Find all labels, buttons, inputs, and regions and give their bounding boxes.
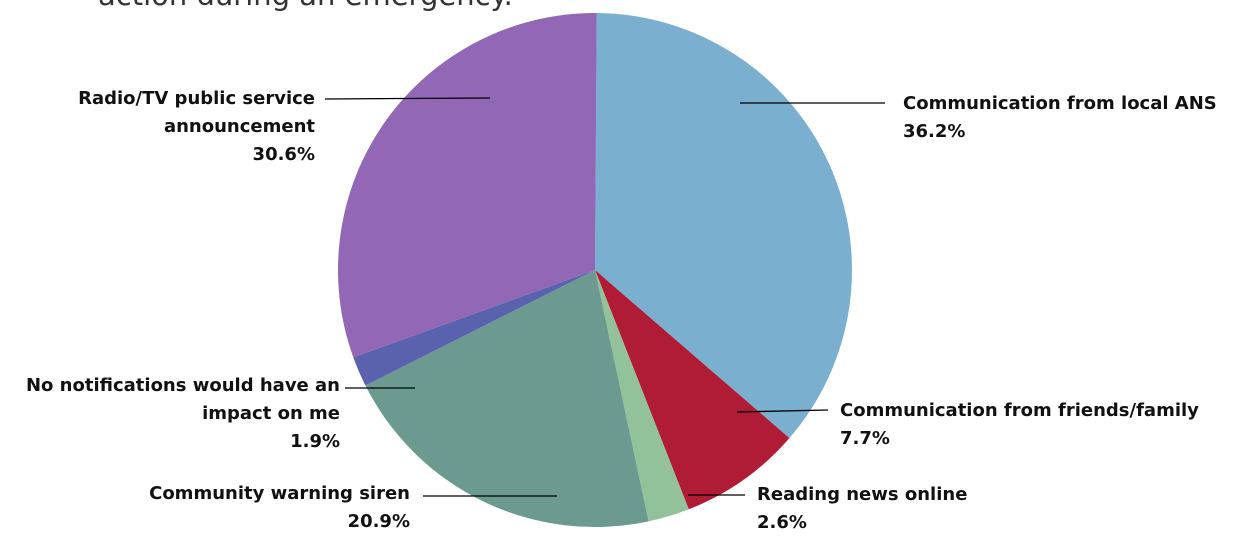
slice-label: Community warning siren 20.9%: [90, 480, 410, 536]
category-label: Communication from friends/family: [840, 400, 1199, 421]
leader-line: [324, 97, 491, 100]
value-label: 7.7%: [840, 428, 890, 449]
pie-slice: [595, 270, 689, 522]
pie-slice: [365, 270, 649, 527]
pie-slice: [595, 13, 852, 439]
value-label: 36.2%: [903, 121, 966, 142]
leader-line: [736, 409, 829, 413]
value-label: 2.6%: [757, 512, 807, 533]
slice-label: Radio/TV public service announcement 30.6…: [25, 85, 315, 169]
category-label: Community warning siren: [149, 483, 410, 504]
category-label: No notifications would have an impact on…: [25, 375, 340, 424]
value-label: 20.9%: [347, 511, 410, 532]
pie-slice: [338, 13, 597, 358]
slice-label: No notifications would have an impact on…: [15, 372, 340, 456]
slice-label: Communication from local ANS 36.2%: [903, 90, 1260, 146]
value-label: 1.9%: [290, 431, 340, 452]
category-label: Communication from local ANS: [903, 93, 1217, 114]
value-label: 30.6%: [252, 144, 315, 165]
category-label: Reading news online: [757, 484, 968, 505]
chart-title: action during an emergency.: [98, 0, 513, 12]
slice-label: Communication from friends/family 7.7%: [840, 397, 1260, 453]
category-label: Radio/TV public service announcement: [78, 88, 315, 137]
pie-slice: [353, 270, 595, 386]
pie-slice: [595, 270, 790, 510]
slice-label: Reading news online 2.6%: [757, 481, 1057, 537]
